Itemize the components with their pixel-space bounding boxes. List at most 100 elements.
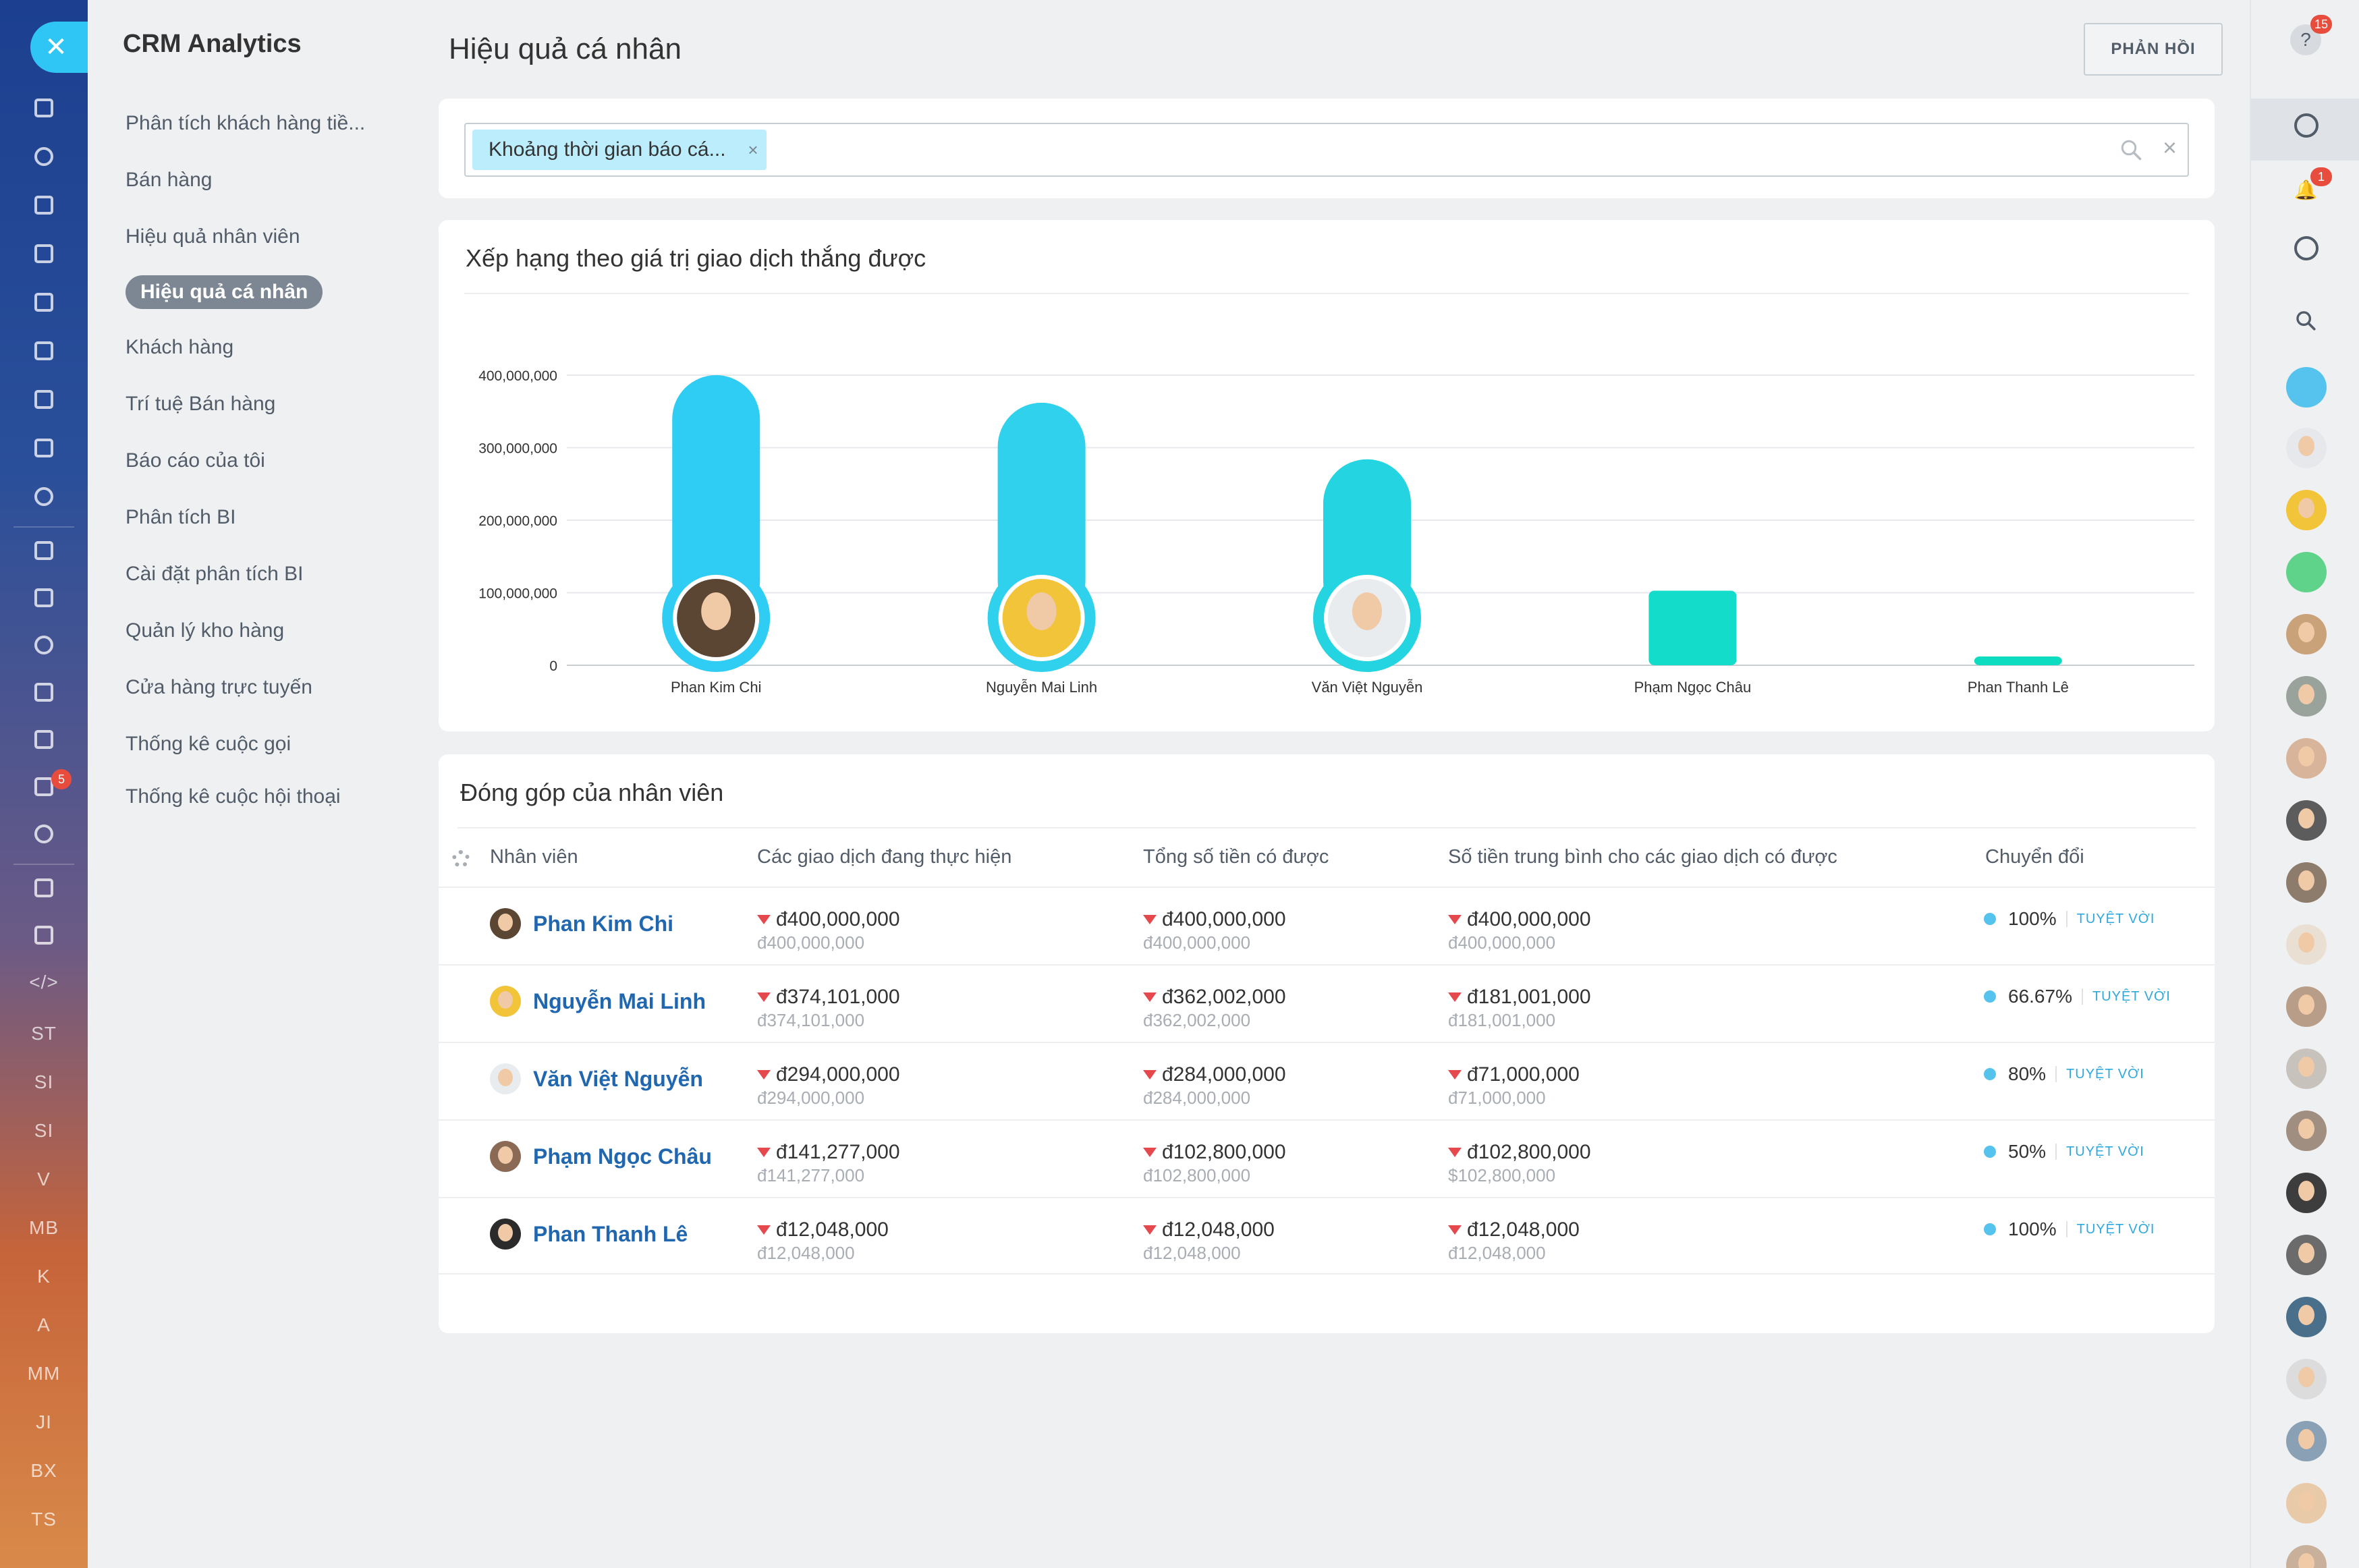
contact-avatar[interactable] [2286,862,2327,903]
rail-app-bx[interactable]: BX [30,1460,57,1481]
search-icon[interactable] [2119,138,2143,162]
rail-app-ji[interactable]: JI [36,1411,52,1432]
col-header-average-won[interactable]: Số tiền trung bình cho các giao dịch có … [1448,846,1837,868]
code-icon[interactable]: </> [29,972,59,992]
menu-item-personal-performance[interactable]: Hiệu quả cá nhân [126,275,323,309]
menu-item-online-store[interactable]: Cửa hàng trực tuyến [126,676,312,698]
col-header-total-won[interactable]: Tổng số tiền có được [1143,846,1329,868]
contact-avatar[interactable] [2286,490,2327,530]
rail-app-ts[interactable]: TS [31,1509,57,1530]
filter-tag-period[interactable]: Khoảng thời gian báo cá... × [472,130,767,170]
contact-avatar[interactable] [2286,428,2327,468]
y-tick-label: 200,000,000 [478,513,557,529]
average-won-cell: đ400,000,000 đ400,000,000 [1448,908,1591,953]
contact-avatar[interactable] [2286,1048,2327,1089]
contact-avatar[interactable] [2286,738,2327,779]
robot-icon[interactable] [0,814,88,854]
cart-icon[interactable] [0,672,88,712]
contact-avatar[interactable] [2286,1111,2327,1151]
menu-item-sales-intelligence[interactable]: Trí tuệ Bán hàng [126,393,276,415]
market-icon[interactable] [0,915,88,955]
col-header-conversion[interactable]: Chuyển đổi [1985,846,2084,868]
contact-avatar[interactable] [2286,1545,2327,1568]
copilot-icon[interactable] [2294,113,2319,138]
left-icon-rail: ✕ 5 </> ST SI SI V MB K A MM JI BX TS [0,0,88,1568]
rail-app-k[interactable]: K [37,1266,51,1287]
employee-name-link[interactable]: Phạm Ngọc Châu [533,1144,712,1169]
menu-item-my-reports[interactable]: Báo cáo của tôi [126,449,265,472]
active-deals-cell: đ294,000,000 đ294,000,000 [757,1063,900,1109]
menu-item-customers[interactable]: Khách hàng [126,336,234,358]
avatar-face [1026,592,1057,630]
contact-avatar[interactable] [2286,1173,2327,1213]
crm-icon[interactable] [0,185,88,225]
rail-app-a[interactable]: A [37,1314,51,1335]
total-won-cell: đ102,800,000 đ102,800,000 [1143,1141,1286,1186]
trend-down-icon [1448,1070,1462,1080]
rail-app-si[interactable]: SI [34,1071,54,1092]
employee-name-link[interactable]: Nguyễn Mai Linh [533,988,706,1013]
groups-icon[interactable] [0,476,88,517]
employee-name-link[interactable]: Văn Việt Nguyễn [533,1066,703,1091]
employee-name-link[interactable]: Phan Kim Chi [533,911,674,936]
calendar-icon[interactable] [0,282,88,323]
contact-avatar[interactable] [2286,1421,2327,1461]
col-header-active-deals[interactable]: Các giao dịch đang thực hiện [757,846,1012,868]
mail-icon[interactable] [0,428,88,468]
menu-item-inventory[interactable]: Quản lý kho hàng [126,619,285,642]
clear-filter-icon[interactable]: × [2162,134,2177,161]
contact-avatar[interactable] [2286,614,2327,654]
y-tick-label: 0 [549,659,557,674]
contact-avatar[interactable] [2286,924,2327,965]
bank-icon[interactable] [0,578,88,618]
help-icon[interactable]: ? [2290,24,2321,55]
search-icon[interactable] [2290,305,2321,336]
chat-icon[interactable] [2294,236,2319,260]
table-row: Nguyễn Mai Linh đ374,101,000 đ374,101,000… [439,964,2215,1042]
menu-item-customer-analytics[interactable]: Phân tích khách hàng tiề... [126,112,366,134]
rail-app-v[interactable]: V [37,1169,51,1189]
box-icon[interactable] [0,868,88,908]
menu-item-call-stats[interactable]: Thống kê cuộc gọi [126,733,292,755]
documents-icon[interactable] [0,331,88,371]
menu-item-bi-analytics[interactable]: Phân tích BI [126,506,236,528]
rail-app-mm[interactable]: MM [27,1363,61,1384]
close-menu-button[interactable]: ✕ [30,22,88,73]
contact-avatar[interactable] [2286,1483,2327,1523]
active-deals-value: đ141,277,000 [776,1141,900,1163]
drive-icon[interactable] [0,379,88,420]
filter-tag-remove-icon[interactable]: × [748,140,758,160]
contact-avatar[interactable] [2286,1297,2327,1337]
feedback-button[interactable]: PHẢN HỒI [2084,23,2223,76]
target-icon[interactable] [0,625,88,665]
filter-icon[interactable] [0,530,88,571]
rail-app-mb[interactable]: MB [29,1217,59,1238]
rail-app-st[interactable]: ST [31,1023,57,1044]
average-won-cell: đ12,048,000 đ12,048,000 [1448,1219,1580,1264]
menu-item-employee-performance[interactable]: Hiệu quả nhân viên [126,225,300,248]
contact-avatar[interactable] [2286,986,2327,1027]
contact-avatar[interactable] [2286,1235,2327,1275]
tasks-icon[interactable] [0,88,88,128]
sites-icon[interactable] [0,136,88,177]
contact-avatar[interactable] [2286,800,2327,841]
notes-avatar[interactable] [2286,552,2327,592]
group-chat-avatar[interactable] [2286,367,2327,408]
menu-item-sales[interactable]: Bán hàng [126,169,213,191]
analytics-icon[interactable] [0,719,88,760]
trend-down-icon [757,915,771,924]
active-deals-prev: đ374,101,000 [757,1010,865,1030]
rail-app-si-2[interactable]: SI [34,1120,54,1141]
col-header-employee[interactable]: Nhân viên [490,846,578,868]
contact-avatar[interactable] [2286,1359,2327,1399]
menu-item-conversation-stats[interactable]: Thống kê cuộc hội thoại [126,785,341,808]
employee-cell: Phan Kim Chi [490,908,673,939]
active-deals-value: đ12,048,000 [776,1219,889,1241]
contact-avatar[interactable] [2286,676,2327,717]
gear-icon[interactable] [452,850,470,868]
employee-name-link[interactable]: Phan Thanh Lê [533,1221,688,1246]
messenger-icon[interactable] [0,233,88,274]
contact-center-icon[interactable] [0,766,88,807]
menu-item-bi-settings[interactable]: Cài đặt phân tích BI [126,563,304,585]
filter-search-field[interactable]: Khoảng thời gian báo cá... × × [464,123,2189,177]
